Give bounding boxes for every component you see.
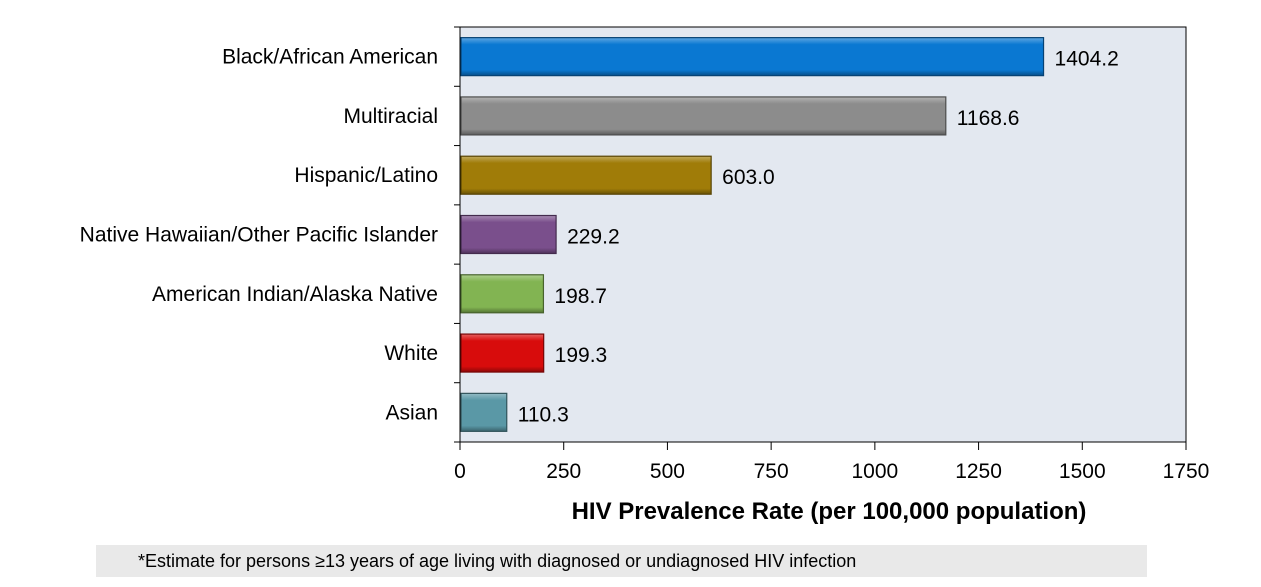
x-tick-label-7: 1750	[1163, 460, 1210, 483]
bars-group: 1404.2 1168.6 603.0 229.2 198.7 199.3 110.3	[460, 37, 1119, 432]
footnote: *Estimate for persons ≥13 years of age l…	[96, 545, 1147, 577]
x-tick-label-1: 250	[546, 460, 581, 483]
value-label-0: 1404.2	[1055, 48, 1119, 71]
x-tick-label-0: 0	[454, 460, 466, 483]
x-axis-title: HIV Prevalence Rate (per 100,000 populat…	[572, 498, 1087, 525]
bar-2	[460, 155, 712, 195]
x-tick-label-5: 1250	[955, 460, 1002, 483]
x-axis: 0 250 500 750 1000 1250 1500 1750	[454, 442, 1209, 483]
bar-5	[460, 333, 545, 373]
category-label-5: White	[384, 342, 438, 365]
value-label-1: 1168.6	[957, 107, 1020, 130]
value-label-3: 229.2	[567, 226, 620, 249]
value-label-6: 110.3	[518, 403, 569, 426]
x-tick-label-4: 1000	[851, 460, 898, 483]
category-label-6: Asian	[385, 401, 438, 424]
category-label-2: Hispanic/Latino	[294, 164, 438, 187]
value-label-5: 199.3	[555, 344, 608, 367]
value-label-2: 603.0	[722, 166, 775, 189]
hiv-prevalence-bar-chart: 1404.2 1168.6 603.0 229.2 198.7 199.3 110.3 0 2…	[80, 26, 1209, 525]
x-tick-label-6: 1500	[1059, 460, 1106, 483]
bar-1	[460, 96, 947, 136]
category-label-3: Native Hawaiian/Other Pacific Islander	[80, 224, 438, 247]
category-labels: Black/African American Multiracial Hispani…	[80, 26, 460, 443]
bar-4	[460, 274, 545, 314]
x-tick-label-2: 500	[650, 460, 685, 483]
category-label-0: Black/African American	[222, 46, 438, 69]
category-label-1: Multiracial	[343, 105, 438, 128]
x-tick-label-3: 750	[754, 460, 789, 483]
bar-0	[460, 37, 1045, 77]
category-label-4: American Indian/Alaska Native	[152, 283, 438, 306]
value-label-4: 198.7	[554, 285, 607, 308]
bar-3	[460, 214, 557, 255]
plot-area	[459, 26, 1187, 443]
bar-6	[460, 392, 508, 432]
